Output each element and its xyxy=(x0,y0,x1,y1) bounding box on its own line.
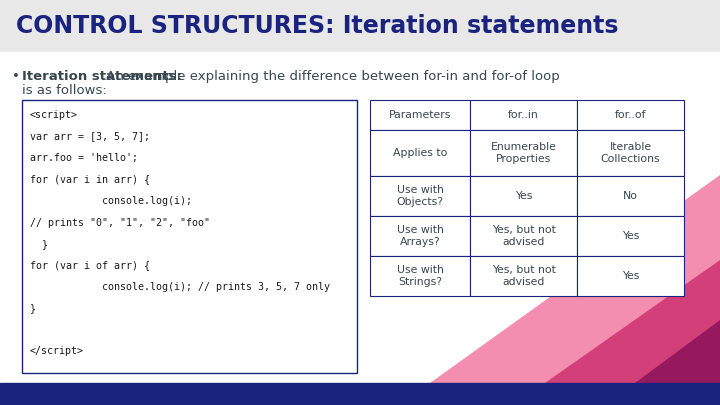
Text: console.log(i);: console.log(i); xyxy=(30,196,192,206)
Text: Yes: Yes xyxy=(622,271,639,281)
Text: var arr = [3, 5, 7];: var arr = [3, 5, 7]; xyxy=(30,132,150,141)
Text: for..of: for..of xyxy=(615,110,647,120)
Bar xyxy=(577,216,684,256)
Text: for (var i in arr) {: for (var i in arr) { xyxy=(30,175,150,185)
Bar xyxy=(22,100,357,373)
Text: is as follows:: is as follows: xyxy=(22,84,107,97)
Text: // prints "0", "1", "2", "foo": // prints "0", "1", "2", "foo" xyxy=(30,217,210,228)
Text: Iterable
Collections: Iterable Collections xyxy=(600,142,660,164)
Text: Enumerable
Properties: Enumerable Properties xyxy=(490,142,557,164)
Text: arr.foo = 'hello';: arr.foo = 'hello'; xyxy=(30,153,138,163)
Text: CONTROL STRUCTURES: Iteration statements: CONTROL STRUCTURES: Iteration statements xyxy=(16,14,618,38)
Bar xyxy=(0,52,720,383)
Text: }: } xyxy=(30,303,36,313)
Text: Use with
Objects?: Use with Objects? xyxy=(397,185,444,207)
Text: Yes, but not
advised: Yes, but not advised xyxy=(492,225,555,247)
Polygon shape xyxy=(635,320,720,383)
Bar xyxy=(470,216,577,256)
Text: Iteration statements:: Iteration statements: xyxy=(22,70,182,83)
Bar xyxy=(370,256,470,296)
Text: </script>: </script> xyxy=(30,347,84,356)
Bar xyxy=(470,256,577,296)
Bar xyxy=(577,176,684,216)
Text: Applies to: Applies to xyxy=(393,148,447,158)
Text: Yes, but not
advised: Yes, but not advised xyxy=(492,265,555,287)
Text: •: • xyxy=(12,70,20,83)
Text: Yes: Yes xyxy=(622,231,639,241)
Text: Use with
Arrays?: Use with Arrays? xyxy=(397,225,444,247)
Text: for (var i of arr) {: for (var i of arr) { xyxy=(30,260,150,271)
Text: Parameters: Parameters xyxy=(389,110,451,120)
Text: Yes: Yes xyxy=(515,191,532,201)
Text: }: } xyxy=(30,239,48,249)
Bar xyxy=(577,130,684,176)
Bar xyxy=(577,100,684,130)
Text: Use with
Strings?: Use with Strings? xyxy=(397,265,444,287)
Polygon shape xyxy=(545,260,720,383)
Bar xyxy=(470,100,577,130)
Text: for..in: for..in xyxy=(508,110,539,120)
Text: <script>: <script> xyxy=(30,110,78,120)
Text: console.log(i); // prints 3, 5, 7 only: console.log(i); // prints 3, 5, 7 only xyxy=(30,282,330,292)
Bar xyxy=(0,383,720,405)
Text: No: No xyxy=(623,191,638,201)
Bar xyxy=(577,256,684,296)
Bar xyxy=(470,130,577,176)
Bar xyxy=(370,176,470,216)
Bar xyxy=(370,130,470,176)
Polygon shape xyxy=(430,175,720,383)
Bar xyxy=(370,216,470,256)
Bar xyxy=(370,100,470,130)
Bar xyxy=(470,176,577,216)
Text: An example explaining the difference between for-in and for-of loop: An example explaining the difference bet… xyxy=(102,70,559,83)
Bar xyxy=(0,0,720,52)
